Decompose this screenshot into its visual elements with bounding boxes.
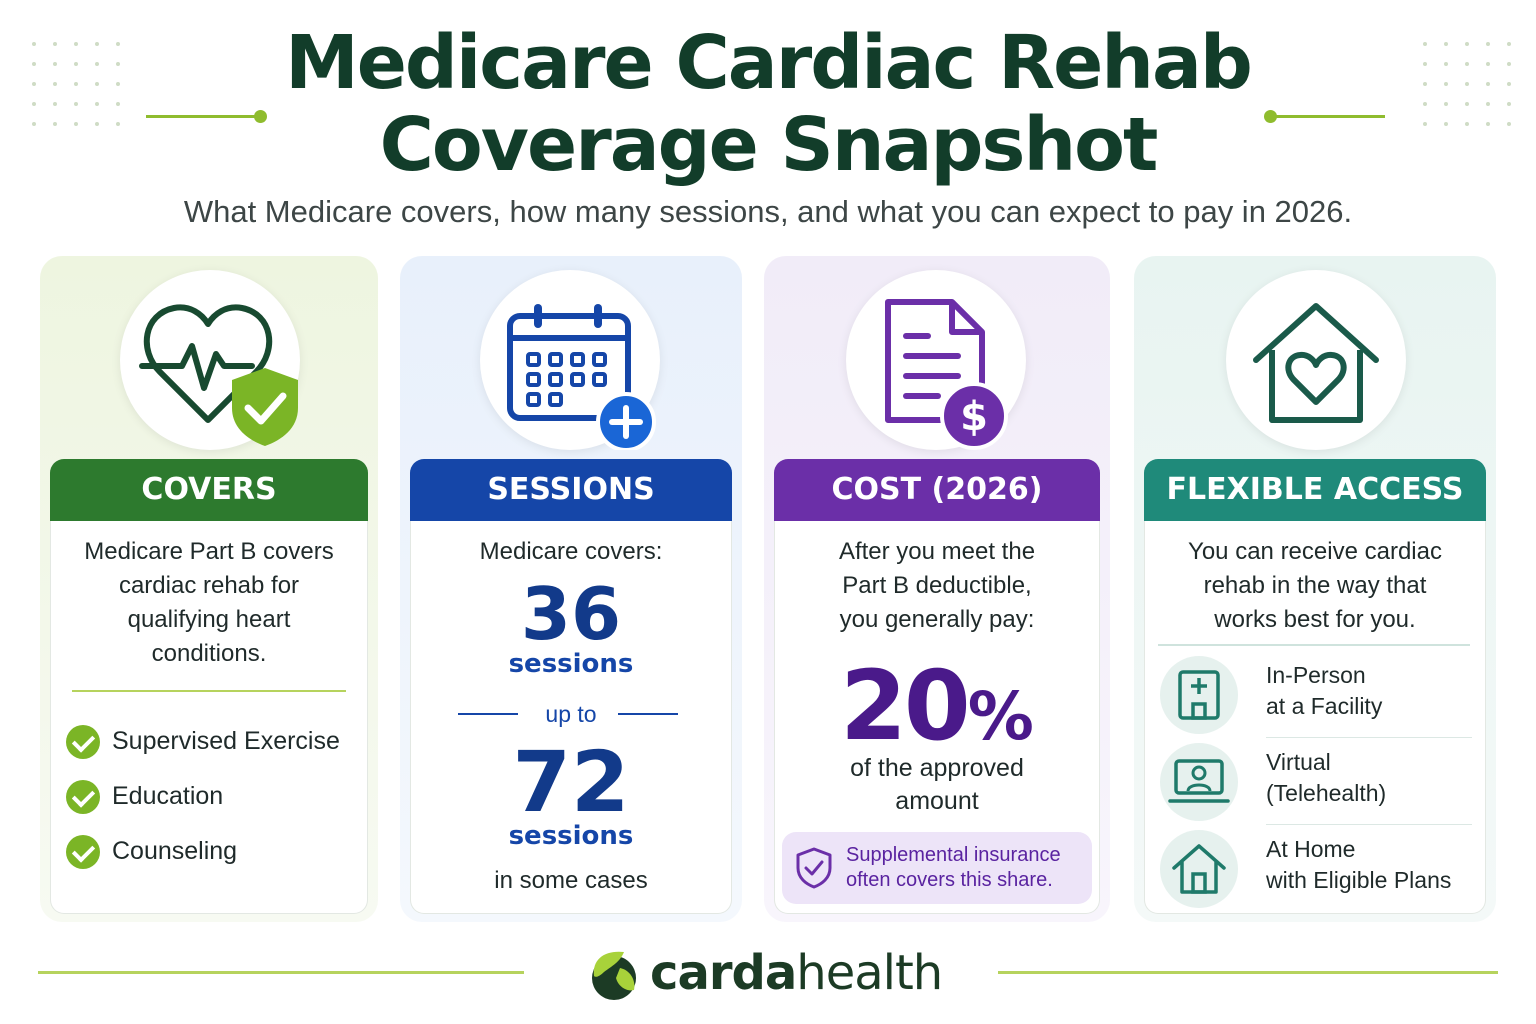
sessions-card-body xyxy=(410,506,732,914)
access-option-line: (Telehealth) xyxy=(1266,780,1387,806)
list-item: Supervised Exercise xyxy=(66,714,340,769)
covers-text-line: Medicare Part B covers xyxy=(84,538,334,565)
laptop-user-icon xyxy=(1160,743,1238,821)
access-option-line: At Home xyxy=(1266,836,1356,862)
covers-text-line: cardiac rehab for xyxy=(118,572,300,599)
cost-text-line: Part B deductible, xyxy=(842,572,1032,599)
sessions-max-label: sessions xyxy=(508,821,634,851)
covers-header: COVERS xyxy=(50,459,368,521)
access-option-label: In-Person at a Facility xyxy=(1266,660,1382,722)
sessions-note: in some cases xyxy=(494,867,648,894)
page-title: Medicare Cardiac Rehab Coverage Snapshot xyxy=(0,22,1536,186)
cost-text-line: After you meet the xyxy=(838,538,1036,565)
access-option-label: Virtual (Telehealth) xyxy=(1266,747,1386,809)
title-line-2: Coverage Snapshot xyxy=(379,102,1159,188)
sessions-base-label: sessions xyxy=(508,649,634,679)
cost-percent-sign: % xyxy=(967,678,1034,755)
cost-card: $ COST (2026) After you meet the Part B … xyxy=(764,256,1110,922)
calendar-plus-icon xyxy=(480,270,660,450)
footer-line-right xyxy=(998,971,1498,974)
list-item: Virtual (Telehealth) xyxy=(1160,739,1470,825)
upto-divider-left xyxy=(458,713,518,715)
access-option-line: In-Person xyxy=(1266,662,1366,688)
covers-checklist: Supervised Exercise Education Counseling xyxy=(66,714,340,879)
cost-header: COST (2026) xyxy=(774,459,1100,521)
list-item: In-Person at a Facility xyxy=(1160,652,1470,738)
leaf-logo-icon xyxy=(592,951,636,1000)
brand-bold: carda xyxy=(650,945,797,1001)
cost-percent-line: amount xyxy=(895,787,979,815)
sessions-intro: Medicare covers: xyxy=(479,538,663,565)
checklist-label: Counseling xyxy=(112,837,238,865)
checklist-label: Education xyxy=(112,782,224,810)
covers-divider xyxy=(72,690,346,692)
footer-line-left xyxy=(38,971,524,974)
svg-text:$: $ xyxy=(960,394,988,440)
sessions-base-number: 36 xyxy=(520,572,622,656)
access-separator xyxy=(1266,737,1472,738)
access-option-line: with Eligible Plans xyxy=(1266,867,1452,893)
covers-card: COVERS Medicare Part B covers cardiac re… xyxy=(40,256,378,922)
covers-text-line: conditions. xyxy=(151,640,267,667)
insurance-note-box: Supplemental insurance often covers this… xyxy=(782,832,1092,904)
cost-percent-value: 20 xyxy=(840,650,971,762)
list-item: At Home with Eligible Plans xyxy=(1160,826,1470,912)
check-icon xyxy=(66,724,100,759)
access-text-line: You can receive cardiac xyxy=(1188,538,1442,565)
insurance-note-line: Supplemental insurance xyxy=(846,844,1061,866)
upto-divider-right xyxy=(618,713,678,715)
access-card: FLEXIBLE ACCESS You can receive cardiac … xyxy=(1134,256,1496,922)
decorative-dots-right xyxy=(1423,42,1511,126)
title-line-1: Medicare Cardiac Rehab xyxy=(285,20,1253,106)
sessions-header: SESSIONS xyxy=(410,459,732,521)
access-option-line: at a Facility xyxy=(1266,693,1383,719)
access-header: FLEXIBLE ACCESS xyxy=(1144,459,1486,521)
sessions-up-to: up to xyxy=(545,701,597,727)
checklist-label: Supervised Exercise xyxy=(112,727,340,755)
heart-shield-icon xyxy=(120,270,300,450)
decorative-dots-left xyxy=(32,42,120,126)
covers-card-body xyxy=(50,506,368,914)
carda-health-logo: cardahealth xyxy=(590,942,950,1006)
home-icon xyxy=(1160,830,1238,908)
cost-percent-line: of the approved xyxy=(850,754,1024,782)
covers-description: Medicare Part B covers cardiac rehab for… xyxy=(40,535,378,671)
cost-text-line: you generally pay: xyxy=(839,606,1035,633)
list-item: Counseling xyxy=(66,824,340,879)
cost-percent: 20% xyxy=(764,656,1110,767)
check-icon xyxy=(66,779,100,814)
list-item: Education xyxy=(66,769,340,824)
sessions-card: SESSIONS Medicare covers: 36 sessions up… xyxy=(400,256,742,922)
brand-regular: health xyxy=(796,945,943,1001)
brand-wordmark: cardahealth xyxy=(650,944,943,1002)
sessions-max-number: 72 xyxy=(512,733,630,831)
insurance-note-line: often covers this share. xyxy=(846,869,1053,891)
shield-check-icon xyxy=(796,847,832,889)
access-option-label: At Home with Eligible Plans xyxy=(1266,834,1451,896)
cost-description: After you meet the Part B deductible, yo… xyxy=(764,535,1110,637)
check-icon xyxy=(66,834,100,869)
document-dollar-icon: $ xyxy=(846,270,1026,450)
access-description: You can receive cardiac rehab in the way… xyxy=(1134,535,1496,637)
access-text-line: works best for you. xyxy=(1214,606,1416,633)
cost-percent-text: of the approved amount xyxy=(764,752,1110,818)
access-text-line: rehab in the way that xyxy=(1203,572,1427,599)
covers-text-line: qualifying heart xyxy=(127,606,291,633)
access-divider xyxy=(1158,644,1470,646)
page-subtitle: What Medicare covers, how many sessions,… xyxy=(183,194,1353,229)
title-accent-line-right xyxy=(1264,110,1385,123)
access-option-line: Virtual xyxy=(1266,749,1331,775)
access-separator xyxy=(1266,824,1472,825)
house-heart-icon xyxy=(1226,270,1406,450)
hospital-icon xyxy=(1160,656,1238,734)
title-accent-line-left xyxy=(146,110,267,123)
insurance-note-text: Supplemental insurance often covers this… xyxy=(846,843,1061,893)
